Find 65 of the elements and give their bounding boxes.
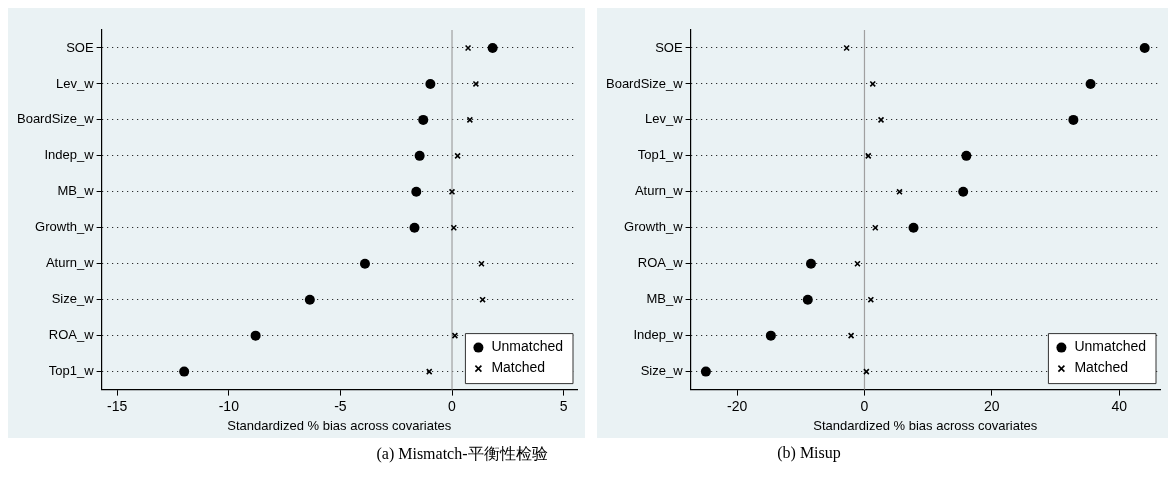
x-tick-label: 0 [860,397,869,414]
point [908,222,919,233]
point [872,224,879,232]
point [179,366,190,377]
point [359,258,370,269]
point [464,44,472,52]
x-tick-label: -15 [107,397,128,414]
point [304,294,315,305]
legend-label: Unmatched [491,338,563,355]
x-axis-title: Standardized % bias across covariates [813,417,1038,433]
y-tick-label: Growth_w [624,219,684,235]
point [805,258,816,269]
point [961,150,972,161]
x-tick-label: -5 [334,397,347,414]
y-tick-label: ROA_w [637,255,684,271]
y-tick-label: BoardSize_w [605,75,684,91]
y-tick-label: Lev_w [56,75,95,91]
point [863,368,870,375]
y-tick-label: Top1_w [48,363,95,379]
x-tick-label: -20 [726,397,748,414]
y-tick-label: ROA_w [48,327,95,343]
point [409,222,420,233]
x-tick-label: -10 [218,397,240,414]
point [418,114,429,125]
y-tick-label: MB_w [57,183,95,199]
point [958,186,969,197]
x-tick-label: 40 [1111,397,1128,414]
point [1139,42,1150,53]
point [487,42,498,53]
y-tick-label: Aturn_w [45,255,95,271]
point [414,150,425,161]
point [479,296,486,303]
legend-label: Matched [1074,359,1129,376]
y-tick-label: Growth_w [35,219,95,235]
text: (b) Misup [777,444,841,462]
point [466,116,474,124]
x-tick-label: 20 [984,397,1000,414]
point [425,78,436,89]
y-tick-label: Aturn_w [634,183,684,199]
y-tick-label: Indep_w [44,147,95,163]
y-tick-label: Size_w [51,291,95,307]
legend-label: Unmatched [1074,338,1146,355]
y-tick-label: MB_w [646,291,684,307]
legend-label: Matched [491,359,546,376]
x-axis-title: Standardized % bias across covariates [227,417,452,433]
y-tick-label: BoardSize_w [16,111,95,127]
y-tick-label: Lev_w [645,111,684,127]
point [765,330,776,341]
y-tick-label: Top1_w [637,147,684,163]
y-tick-label: Indep_w [633,327,684,343]
x-tick-label: 5 [559,397,568,414]
point [450,224,458,232]
point [411,186,422,197]
y-tick-label: SOE [66,39,94,55]
point [1085,78,1096,89]
y-tick-label: Size_w [640,363,684,379]
point [250,330,261,341]
y-tick-label: SOE [655,39,683,55]
point [472,80,480,88]
x-tick-label: 0 [448,397,457,414]
point [877,116,885,124]
point [700,366,711,377]
point [802,294,813,305]
point [1068,114,1079,125]
text: (a) Mismatch-平衡性检验 [376,444,548,465]
